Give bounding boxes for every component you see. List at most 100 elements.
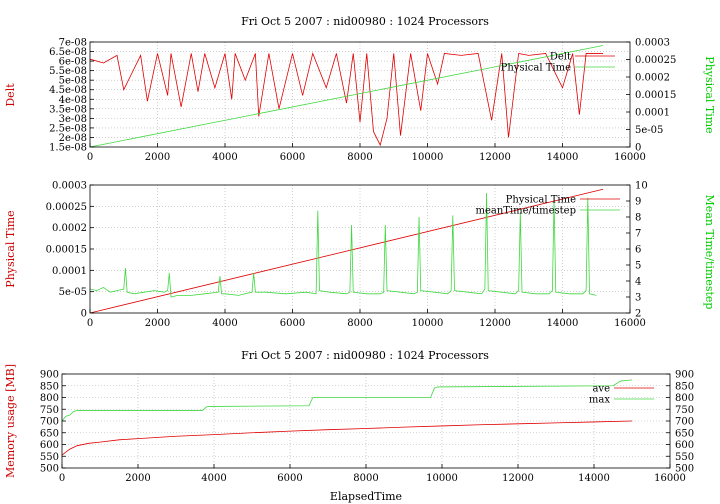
y-tick-label: 6e-08 xyxy=(59,57,87,68)
y-tick-label: 0.00025 xyxy=(46,202,87,213)
y-tick-label: 5e-08 xyxy=(59,76,87,87)
y-tick-label: 700 xyxy=(40,417,59,428)
x-tick-label: 6000 xyxy=(277,473,302,484)
series-line-max xyxy=(61,379,633,422)
y2-tick-label: 0 xyxy=(635,143,641,154)
y-tick-label: 0 xyxy=(81,309,87,320)
panel-delt: Fri Oct 5 2007 : nid00980 : 1024 Process… xyxy=(4,15,716,163)
x-tick-label: 12000 xyxy=(479,152,511,163)
panel2-y2ticks: 2 3 4 5 6 7 8 9 10 xyxy=(626,181,648,320)
series-line-physical-time xyxy=(89,188,604,314)
x-tick-label: 8000 xyxy=(347,152,372,163)
y-tick-label: 2.5e-08 xyxy=(49,123,87,134)
y-tick-label: 3e-08 xyxy=(59,114,87,125)
y-tick-label: 3.5e-08 xyxy=(49,104,87,115)
y2-tick-label: 900 xyxy=(675,370,694,381)
panel3-ylabel: Memory usage [MB] xyxy=(4,364,17,478)
y2-tick-label: 0.0001 xyxy=(635,108,670,119)
x-tick-label: 8000 xyxy=(353,473,378,484)
y2-tick-label: 650 xyxy=(675,428,694,439)
x-tick-label: 0 xyxy=(87,152,93,163)
panel1-y2ticks: 0 5e-05 0.0001 0.00015 0.0002 0.00025 0.0003 xyxy=(626,38,676,154)
x-tick-label: 6000 xyxy=(280,152,305,163)
panel1-grid xyxy=(90,42,630,147)
y2-tick-label: 0.00025 xyxy=(635,55,676,66)
y2-tick-label: 5e-05 xyxy=(635,125,663,136)
legend-label: meanTime/timestep xyxy=(475,206,576,217)
series-line-delt xyxy=(89,52,603,147)
x-tick-label: 16000 xyxy=(614,152,646,163)
x-tick-label: 0 xyxy=(87,318,93,329)
y2-tick-label: 700 xyxy=(675,417,694,428)
panel3-series xyxy=(61,379,633,456)
y-tick-label: 6.5e-08 xyxy=(49,47,87,58)
y-tick-label: 1.5e-08 xyxy=(49,143,87,154)
y-tick-label: 750 xyxy=(40,405,59,416)
y2-tick-label: 850 xyxy=(675,381,694,392)
y2-tick-label: 600 xyxy=(675,440,694,451)
panel1-yticks: 1.5e-082e-082.5e-083e-083.5e-084e-084.5e… xyxy=(49,38,94,154)
y2-tick-label: 0.0003 xyxy=(635,38,670,49)
x-tick-label: 12000 xyxy=(479,318,511,329)
panel1-title: Fri Oct 5 2007 : nid00980 : 1024 Process… xyxy=(241,15,489,28)
panel2-ylabel: Physical Time xyxy=(4,210,17,287)
legend-label: ave xyxy=(592,384,610,395)
y2-tick-label: 3 xyxy=(635,293,641,304)
y-tick-label: 2e-08 xyxy=(59,133,87,144)
x-tick-label: 4000 xyxy=(212,318,237,329)
y-tick-label: 7e-08 xyxy=(59,38,87,49)
x-tick-label: 14000 xyxy=(547,318,579,329)
y-tick-label: 850 xyxy=(40,381,59,392)
x-tick-label: 10000 xyxy=(412,152,444,163)
y-tick-label: 600 xyxy=(40,440,59,451)
panel3-title: Fri Oct 5 2007 : nid00980 : 1024 Process… xyxy=(241,349,489,362)
y-tick-label: 0.0002 xyxy=(52,223,87,234)
x-tick-label: 8000 xyxy=(347,318,372,329)
y2-tick-label: 800 xyxy=(675,393,694,404)
y-tick-label: 4.5e-08 xyxy=(49,85,87,96)
y2-tick-label: 6 xyxy=(635,245,641,256)
x-tick-label: 4000 xyxy=(212,152,237,163)
x-tick-label: 2000 xyxy=(125,473,150,484)
x-tick-label: 2000 xyxy=(145,318,170,329)
panel3-xlabel: ElapsedTime xyxy=(330,490,402,503)
panel2-series xyxy=(89,188,604,314)
panel3-xticks: 0 2000 4000 6000 8000 10000 12000 14000 16000 xyxy=(59,464,686,484)
y-tick-label: 800 xyxy=(40,393,59,404)
y2-tick-label: 9 xyxy=(635,197,641,208)
panel1-xticks: 0 2000 4000 6000 8000 10000 12000 14000 16000 xyxy=(87,143,646,163)
panel-memory: Fri Oct 5 2007 : nid00980 : 1024 Process… xyxy=(4,349,694,503)
legend-label: Delt xyxy=(550,52,571,63)
panel2-yticks: 0 5e-05 0.0001 0.00015 0.0002 0.00025 0.0003 xyxy=(46,181,94,320)
y-tick-label: 4e-08 xyxy=(59,95,87,106)
y-tick-label: 5e-05 xyxy=(59,287,87,298)
y2-tick-label: 10 xyxy=(635,181,648,192)
y2-tick-label: 7 xyxy=(635,229,641,240)
panel1-ylabel: Delt xyxy=(4,83,17,107)
x-tick-label: 6000 xyxy=(280,318,305,329)
y2-tick-label: 500 xyxy=(675,464,694,475)
y-tick-label: 900 xyxy=(40,370,59,381)
legend-label: Physical Time xyxy=(501,63,571,74)
y2-tick-label: 750 xyxy=(675,405,694,416)
y2-tick-label: 0.0002 xyxy=(635,73,670,84)
y-tick-label: 0.0001 xyxy=(52,266,87,277)
y-tick-label: 550 xyxy=(40,452,59,463)
y-tick-label: 500 xyxy=(40,464,59,475)
series-line-meantime-timestep xyxy=(89,192,597,298)
y2-tick-label: 550 xyxy=(675,452,694,463)
y-tick-label: 650 xyxy=(40,428,59,439)
x-tick-label: 10000 xyxy=(426,473,458,484)
y-tick-label: 0.00015 xyxy=(46,245,87,256)
panel3-grid xyxy=(62,374,670,468)
x-tick-label: 10000 xyxy=(412,318,444,329)
y2-tick-label: 5 xyxy=(635,261,641,272)
x-tick-label: 12000 xyxy=(502,473,534,484)
x-tick-label: 14000 xyxy=(578,473,610,484)
panel1-y2label: Physical Time xyxy=(703,56,716,133)
legend-label: max xyxy=(589,395,610,406)
